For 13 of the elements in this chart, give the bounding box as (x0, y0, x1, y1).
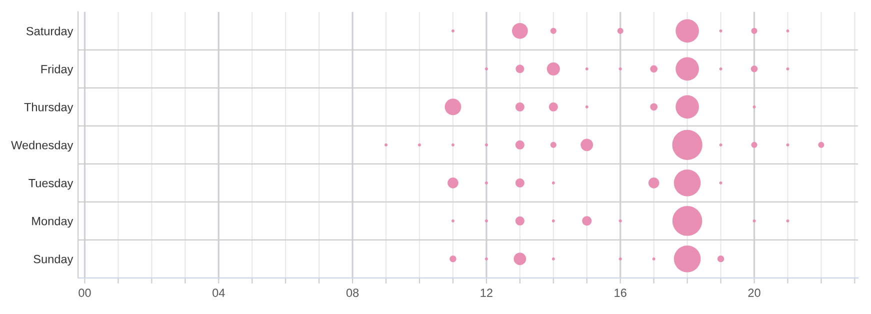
x-tick-label: 16 (614, 288, 626, 297)
y-tick-label: Friday (41, 64, 74, 76)
x-tick-label: 08 (346, 288, 359, 297)
y-tick-label: Wednesday (11, 140, 74, 152)
y-tick-label: Saturday (26, 26, 74, 38)
y-tick-label: Thursday (24, 102, 74, 114)
x-tick-label: 12 (480, 288, 492, 297)
y-tick-label: Tuesday (28, 178, 74, 190)
x-tick-label: 20 (748, 288, 760, 297)
x-tick-label: 04 (212, 288, 225, 297)
y-tick-label: Monday (32, 216, 74, 228)
x-tick-label: 00 (78, 288, 91, 297)
y-tick-label: Sunday (34, 254, 74, 266)
